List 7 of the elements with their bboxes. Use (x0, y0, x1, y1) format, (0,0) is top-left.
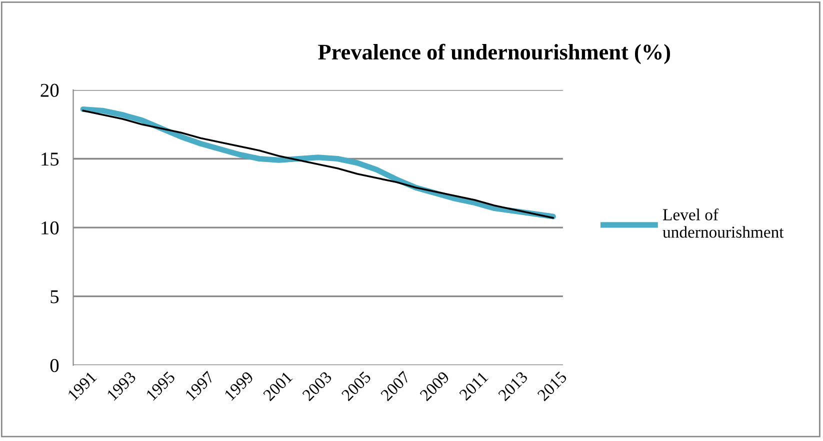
legend-label: Level of undernourishment (662, 208, 784, 238)
y-tick-label: 20 (40, 84, 59, 97)
y-tick-label: 0 (50, 358, 59, 372)
chart-title: Prevalence of undernourishment (%) (318, 44, 670, 64)
y-tick-label: 10 (42, 221, 59, 234)
y-tick-label: 15 (42, 152, 59, 166)
y-tick-label: 5 (50, 290, 59, 304)
